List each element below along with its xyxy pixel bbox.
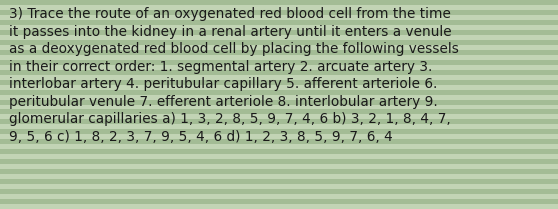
Bar bbox=[0, 154, 558, 159]
Bar bbox=[0, 104, 558, 110]
Bar bbox=[0, 115, 558, 119]
Bar bbox=[0, 25, 558, 30]
Bar bbox=[0, 149, 558, 154]
Bar bbox=[0, 139, 558, 144]
Bar bbox=[0, 159, 558, 164]
Bar bbox=[0, 199, 558, 204]
Bar bbox=[0, 204, 558, 209]
Bar bbox=[0, 10, 558, 15]
Bar bbox=[0, 119, 558, 124]
Bar bbox=[0, 179, 558, 184]
Bar bbox=[0, 129, 558, 134]
Bar bbox=[0, 94, 558, 99]
Bar bbox=[0, 70, 558, 75]
Bar bbox=[0, 144, 558, 149]
Bar bbox=[0, 50, 558, 55]
Bar bbox=[0, 15, 558, 20]
Bar bbox=[0, 60, 558, 65]
Bar bbox=[0, 90, 558, 94]
Bar bbox=[0, 75, 558, 80]
Bar bbox=[0, 85, 558, 90]
Bar bbox=[0, 35, 558, 40]
Bar bbox=[0, 40, 558, 45]
Bar bbox=[0, 169, 558, 174]
Bar bbox=[0, 30, 558, 35]
Bar bbox=[0, 174, 558, 179]
Bar bbox=[0, 99, 558, 104]
Bar bbox=[0, 80, 558, 85]
Bar bbox=[0, 189, 558, 194]
Bar bbox=[0, 124, 558, 129]
Bar bbox=[0, 184, 558, 189]
Text: 3) Trace the route of an oxygenated red blood cell from the time
it passes into : 3) Trace the route of an oxygenated red … bbox=[9, 7, 459, 144]
Bar bbox=[0, 194, 558, 199]
Bar bbox=[0, 110, 558, 115]
Bar bbox=[0, 45, 558, 50]
Bar bbox=[0, 20, 558, 25]
Bar bbox=[0, 55, 558, 60]
Bar bbox=[0, 0, 558, 5]
Bar bbox=[0, 134, 558, 139]
Bar bbox=[0, 5, 558, 10]
Bar bbox=[0, 65, 558, 70]
Bar bbox=[0, 164, 558, 169]
